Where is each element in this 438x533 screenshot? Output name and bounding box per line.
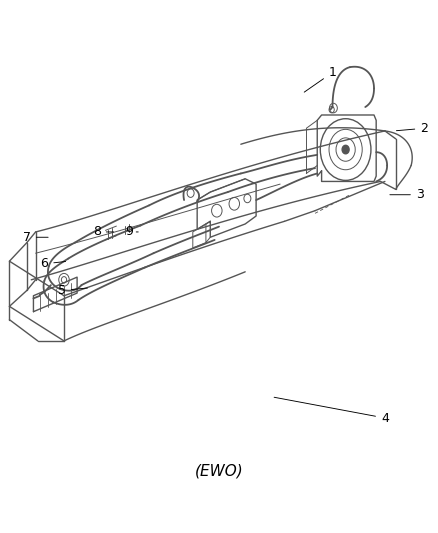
Circle shape (342, 146, 349, 154)
Text: 9: 9 (126, 225, 138, 238)
Text: (EWO): (EWO) (194, 464, 244, 479)
Text: 7: 7 (23, 231, 48, 244)
Text: 3: 3 (390, 188, 424, 201)
Text: 8: 8 (93, 225, 113, 238)
Text: 2: 2 (396, 122, 428, 135)
Text: 5: 5 (58, 284, 88, 297)
Text: 4: 4 (274, 397, 389, 424)
Text: 6: 6 (40, 257, 66, 270)
Text: 1: 1 (304, 66, 336, 92)
